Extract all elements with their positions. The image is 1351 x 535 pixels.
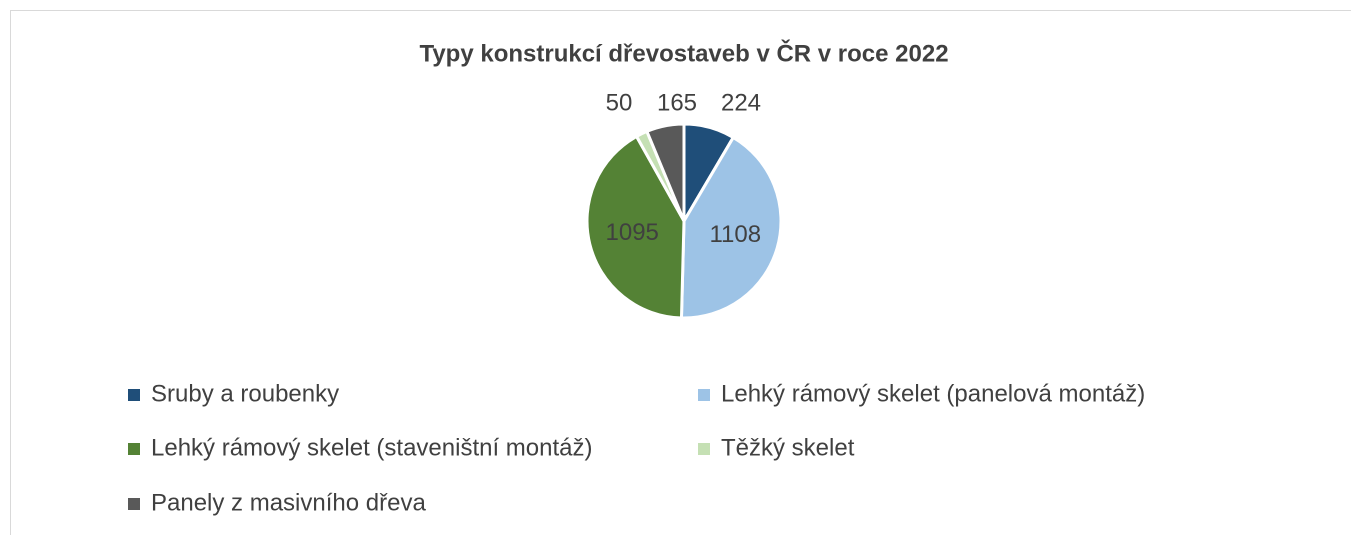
- data-label: 1108: [709, 221, 761, 248]
- legend-label: Lehký rámový skelet (staveništní montáž): [151, 434, 593, 461]
- pie-slice: [679, 135, 783, 320]
- data-label: 165: [657, 89, 697, 116]
- data-label: 50: [606, 89, 633, 116]
- legend-label: Panely z masivního dřeva: [151, 489, 426, 516]
- pie-slice: [644, 122, 686, 222]
- pie-slice: [585, 134, 686, 320]
- data-label: 1095: [606, 219, 659, 246]
- legend-swatch: [698, 389, 710, 401]
- chart-title: Typy konstrukcí dřevostaveb v ČR v roce …: [419, 39, 948, 67]
- legend-label: Sruby a roubenky: [151, 380, 339, 407]
- legend-swatch: [698, 443, 710, 455]
- legend-swatch: [128, 443, 140, 455]
- legend-swatch: [128, 389, 140, 401]
- legend-label: Lehký rámový skelet (panelová montáž): [721, 380, 1145, 407]
- legend-label: Těžký skelet: [721, 434, 855, 461]
- data-label: 224: [721, 89, 761, 116]
- legend-swatch: [128, 498, 140, 510]
